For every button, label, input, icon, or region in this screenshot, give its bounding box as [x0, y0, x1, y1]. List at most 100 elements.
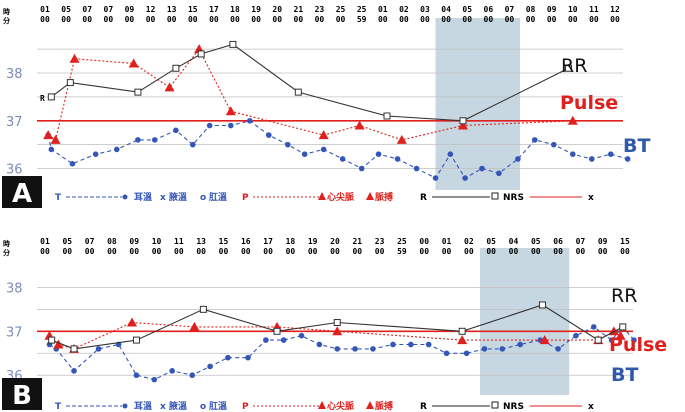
bt-point: [358, 165, 365, 172]
x-tick-hour: 09: [129, 237, 139, 246]
x-tick-hour: 10: [152, 237, 162, 246]
panel-letter-box: [2, 378, 42, 410]
legend-rectal-o: o: [200, 402, 206, 412]
x-tick-hour: 10: [568, 5, 578, 14]
y-tick-label: 38: [6, 67, 23, 82]
rr-point: [70, 345, 78, 353]
y-tick-label: 37: [6, 325, 23, 340]
x-tick-minute: 00: [107, 247, 117, 256]
panel-letter: A: [12, 179, 32, 209]
x-tick-hour: 17: [263, 237, 273, 246]
pulse-point: [43, 130, 54, 140]
bt-point: [352, 346, 358, 352]
rr-start-marker: R: [40, 94, 45, 103]
rr-series-line: [51, 304, 624, 350]
bt-point: [375, 151, 382, 157]
x-tick-minute: 00: [526, 15, 536, 24]
x-tick-minute: 00: [352, 247, 362, 256]
x-tick-hour: 15: [188, 5, 198, 14]
panel-letter-box: [2, 176, 42, 208]
bt-point: [265, 132, 272, 138]
x-tick-hour: 20: [330, 237, 340, 246]
bt-point: [624, 156, 631, 162]
x-tick-minute: 59: [397, 247, 407, 256]
x-tick-minute: 00: [419, 247, 429, 256]
x-tick-minute: 00: [241, 247, 251, 256]
legend-ear-dot: [122, 403, 128, 409]
x-tick-minute: 00: [568, 15, 578, 24]
pulse-point: [318, 130, 329, 140]
x-tick-hour: 02: [464, 237, 474, 246]
bt-point: [189, 372, 196, 379]
rr-label: RR: [611, 285, 637, 307]
rr-point: [565, 64, 573, 72]
rr-point: [66, 79, 74, 87]
legend-x: x: [588, 193, 594, 203]
legend-p: P: [242, 402, 249, 412]
x-tick-hour: 21: [352, 237, 362, 246]
pulse-point: [164, 82, 175, 92]
x-tick-hour: 07: [85, 237, 95, 246]
x-tick-minute: 00: [230, 15, 240, 24]
x-tick-minute: 00: [553, 247, 563, 256]
bt-label: BT: [623, 135, 650, 157]
pulse-point: [458, 120, 468, 130]
bt-point: [320, 146, 327, 153]
x-tick-hour: 04: [509, 237, 519, 246]
rr-point: [333, 319, 341, 327]
x-tick-hour: 15: [219, 237, 229, 246]
bt-label: BT: [611, 364, 638, 386]
legend-r: R: [420, 402, 427, 412]
legend-ear: 耳溫: [134, 400, 152, 412]
x-tick-minute: 00: [442, 247, 452, 256]
x-tick-hour: 11: [589, 5, 599, 14]
legend-radial: 脈搏: [375, 191, 393, 203]
pulse-point: [457, 335, 468, 345]
x-tick-minute: 00: [188, 15, 198, 24]
pulse-point: [539, 335, 550, 345]
x-tick-hour: 13: [196, 237, 206, 246]
bt-point: [69, 160, 76, 167]
x-tick-minute: 00: [308, 247, 318, 256]
y-tick-label: 37: [6, 115, 23, 130]
legend-axilla: 腋溫: [169, 400, 187, 412]
bt-point: [133, 372, 140, 379]
shaded-time-band: [435, 18, 520, 190]
bt-point: [151, 137, 158, 143]
x-tick-hour: 05: [62, 237, 72, 246]
legend-x: x: [588, 402, 594, 412]
x-tick-hour: 08: [107, 237, 117, 246]
rr-point: [132, 336, 140, 344]
x-tick-minute: 00: [505, 15, 515, 24]
rr-label: RR: [561, 55, 587, 77]
legend-rectal: 肛溫: [209, 400, 227, 412]
legend-nrs: NRS: [503, 193, 524, 203]
x-tick-hour: 07: [576, 237, 586, 246]
bt-point: [370, 346, 376, 352]
x-tick-minute: 00: [620, 247, 630, 256]
rr-point: [48, 336, 56, 344]
pulse-point: [354, 120, 365, 130]
row-header-minute: 分: [3, 16, 10, 25]
rr-point: [273, 327, 281, 335]
x-tick-hour: 16: [241, 237, 251, 246]
bt-point: [481, 346, 488, 352]
pulse-point: [332, 326, 343, 336]
x-tick-hour: 09: [547, 5, 557, 14]
panel-letter: B: [12, 381, 32, 411]
x-tick-minute: 00: [104, 15, 114, 24]
pulse-label: Pulse: [560, 92, 618, 114]
bt-point: [517, 341, 523, 348]
x-tick-hour: 08: [526, 5, 536, 14]
legend-ear: 耳溫: [134, 191, 152, 203]
pulse-point: [127, 317, 137, 327]
x-tick-minute: 00: [336, 15, 346, 24]
x-tick-minute: 00: [462, 15, 472, 24]
bt-point: [515, 156, 521, 162]
x-tick-minute: 00: [62, 247, 72, 256]
legend-nrs: NRS: [503, 402, 524, 412]
x-tick-minute: 00: [399, 15, 409, 24]
bt-point: [225, 354, 231, 361]
x-tick-minute: 00: [174, 247, 184, 256]
